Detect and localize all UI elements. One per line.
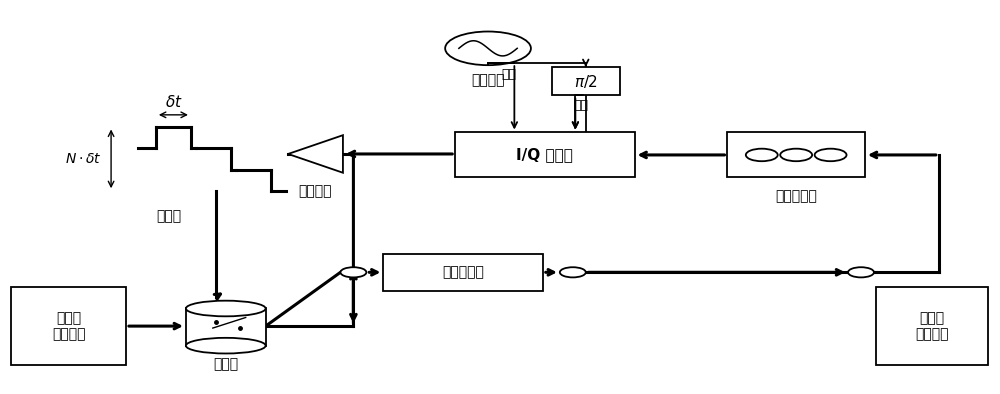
Text: $N \cdot \delta t$: $N \cdot \delta t$ xyxy=(65,152,101,166)
Text: $\delta t$: $\delta t$ xyxy=(165,94,182,110)
Ellipse shape xyxy=(186,338,266,353)
Text: 门信号: 门信号 xyxy=(156,209,181,223)
Text: $\pi$/2: $\pi$/2 xyxy=(574,73,598,90)
Text: 光开关: 光开关 xyxy=(213,357,238,372)
Text: 光放大器: 光放大器 xyxy=(299,184,332,199)
Polygon shape xyxy=(288,135,343,173)
Text: 输入：
连续光源: 输入： 连续光源 xyxy=(52,311,85,341)
Circle shape xyxy=(848,267,874,277)
Text: 正交: 正交 xyxy=(573,99,588,112)
Ellipse shape xyxy=(186,301,266,316)
Polygon shape xyxy=(186,309,266,346)
Circle shape xyxy=(340,267,366,277)
Text: 同相: 同相 xyxy=(502,68,517,81)
FancyBboxPatch shape xyxy=(383,254,543,291)
Circle shape xyxy=(560,267,586,277)
FancyBboxPatch shape xyxy=(552,67,620,95)
Text: 输出：
扫频信号: 输出： 扫频信号 xyxy=(915,311,949,341)
FancyBboxPatch shape xyxy=(727,132,865,177)
FancyBboxPatch shape xyxy=(11,287,126,365)
Text: 带通滤波器: 带通滤波器 xyxy=(442,265,484,279)
FancyBboxPatch shape xyxy=(876,287,988,365)
Text: 微波振荡: 微波振荡 xyxy=(471,73,505,87)
Text: 偏振控制器: 偏振控制器 xyxy=(775,189,817,203)
Text: I/Q 调制器: I/Q 调制器 xyxy=(516,147,573,162)
FancyBboxPatch shape xyxy=(455,132,635,177)
